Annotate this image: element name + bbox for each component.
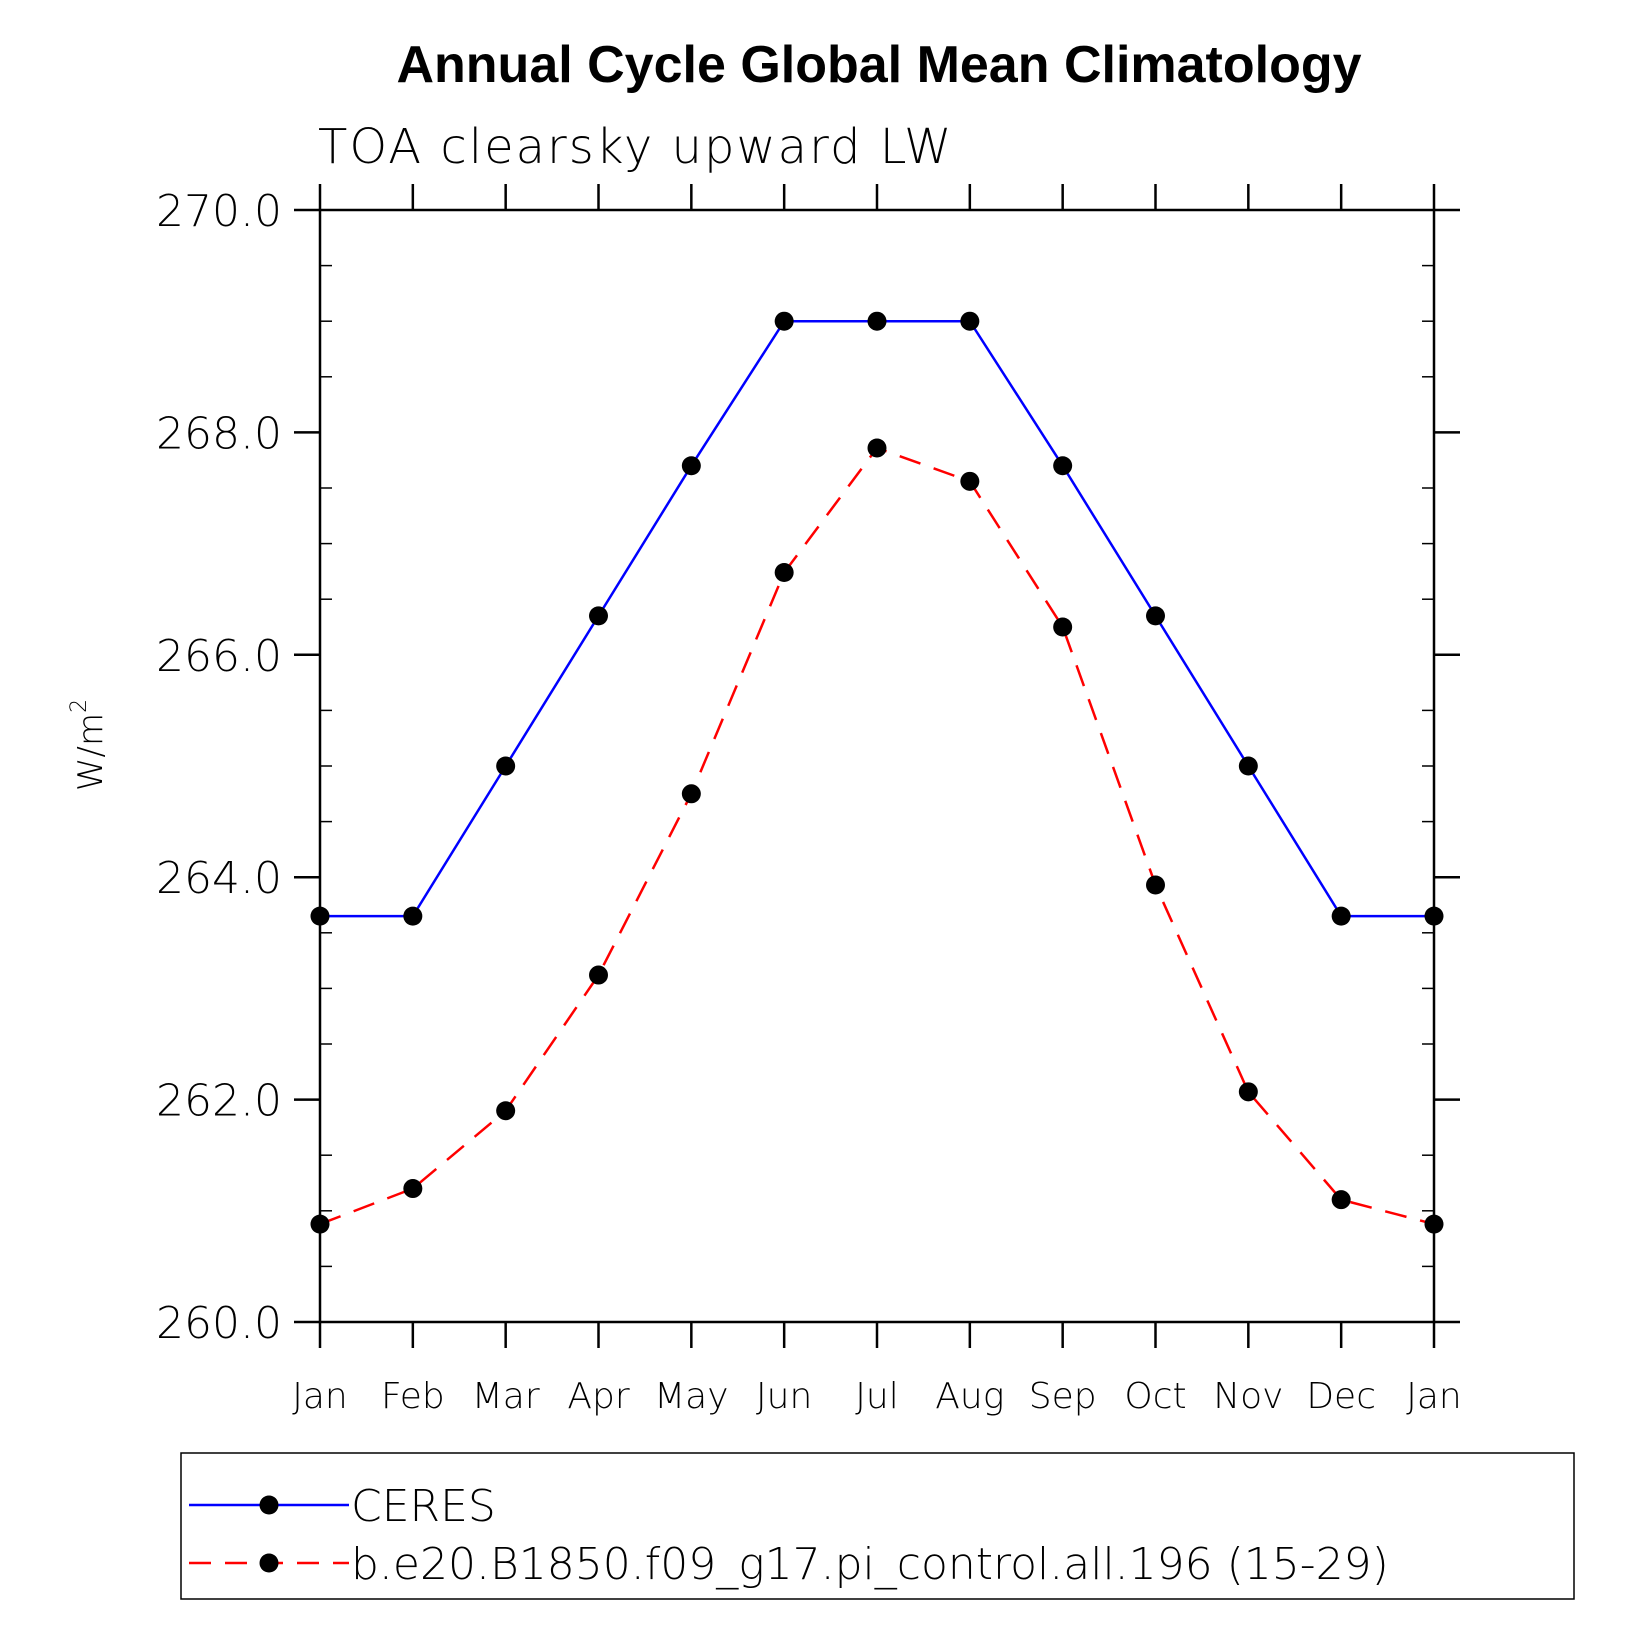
- x-tick-label: Apr: [567, 1376, 629, 1417]
- series-0-point: [310, 906, 330, 926]
- series-1-point: [1053, 617, 1073, 637]
- y-axis-label-superscript: 2: [67, 699, 92, 713]
- series-0-point: [589, 606, 608, 626]
- x-tick-label: Sep: [1029, 1376, 1097, 1417]
- chart-title: Annual Cycle Global Mean Climatology: [396, 36, 1361, 94]
- x-tick-label: Dec: [1306, 1376, 1376, 1417]
- x-tick-label: Nov: [1213, 1376, 1283, 1417]
- series-0-point: [496, 756, 516, 776]
- series-1-point: [310, 1214, 330, 1234]
- x-tick-label: Mar: [472, 1376, 540, 1417]
- x-tick-label: Jul: [855, 1376, 898, 1417]
- y-tick-label: 268.0: [156, 408, 282, 459]
- series-0-point: [681, 456, 701, 476]
- series-line-1: [319, 446, 1435, 1226]
- x-axis-ticks: Jan Feb Mar Apr May Jun Jul Aug Sep Oct Nov Dec Jan: [292, 184, 1462, 1417]
- series-1-point: [1146, 875, 1165, 895]
- series-0-point: [1053, 456, 1073, 476]
- plot-frame: [318, 208, 1436, 1324]
- series-1-point: [867, 438, 887, 458]
- x-tick-label: Jun: [756, 1376, 812, 1417]
- x-tick-label: Oct: [1124, 1376, 1186, 1417]
- series-1-point: [496, 1101, 516, 1121]
- y-axis-label: W/m2: [67, 699, 111, 791]
- x-tick-label: Aug: [935, 1376, 1004, 1417]
- y-tick-label: 266.0: [156, 631, 282, 682]
- minor-ticks: [320, 264, 1434, 1268]
- series-0-point: [403, 906, 423, 926]
- y-tick-label: 262.0: [156, 1076, 282, 1127]
- legend: CERES b.e20.B1850.f09_g17.pi_control.all.…: [189, 1481, 1389, 1590]
- series-0-point: [1331, 906, 1351, 926]
- series-0-point: [774, 311, 794, 331]
- series-0-point: [1424, 906, 1444, 926]
- series-0-point: [960, 311, 980, 331]
- series-1-point: [774, 563, 794, 583]
- y-tick-label: 264.0: [156, 853, 282, 904]
- series-0-point: [867, 311, 887, 331]
- legend-box: [180, 1452, 1575, 1600]
- svg-text:W/m2: W/m2: [67, 699, 111, 791]
- series-1-point: [960, 471, 980, 491]
- legend-marker-1: [259, 1553, 279, 1573]
- legend-label-1: b.e20.B1850.f09_g17.pi_control.all.196 (…: [351, 1539, 1389, 1590]
- legend-label-0: CERES: [351, 1481, 496, 1532]
- x-tick-label: Feb: [381, 1376, 445, 1417]
- y-axis-label-text: W/m: [71, 713, 111, 791]
- y-axis-ticks: 260.0 262.0 264.0 266.0 268.0 270.0: [156, 186, 1460, 1349]
- y-tick-label: 270.0: [156, 186, 282, 237]
- series-0-point: [1146, 606, 1165, 626]
- series-1-point: [1424, 1214, 1444, 1234]
- series-1-point: [681, 784, 701, 804]
- x-tick-label: Jan: [1406, 1376, 1462, 1417]
- series-0-point: [1238, 756, 1258, 776]
- series-1-point: [403, 1179, 423, 1199]
- legend-marker-0: [259, 1495, 279, 1515]
- chart-subtitle: TOA clearsky upward LW: [318, 119, 954, 175]
- series-1-point: [1238, 1082, 1258, 1102]
- series-1-point: [1331, 1190, 1351, 1210]
- series-markers: [310, 311, 1444, 1234]
- y-tick-label: 260.0: [156, 1298, 282, 1349]
- x-tick-label: May: [654, 1376, 728, 1417]
- series-1-point: [589, 965, 608, 985]
- x-tick-label: Jan: [292, 1376, 348, 1417]
- series-line-0: [320, 319, 1434, 918]
